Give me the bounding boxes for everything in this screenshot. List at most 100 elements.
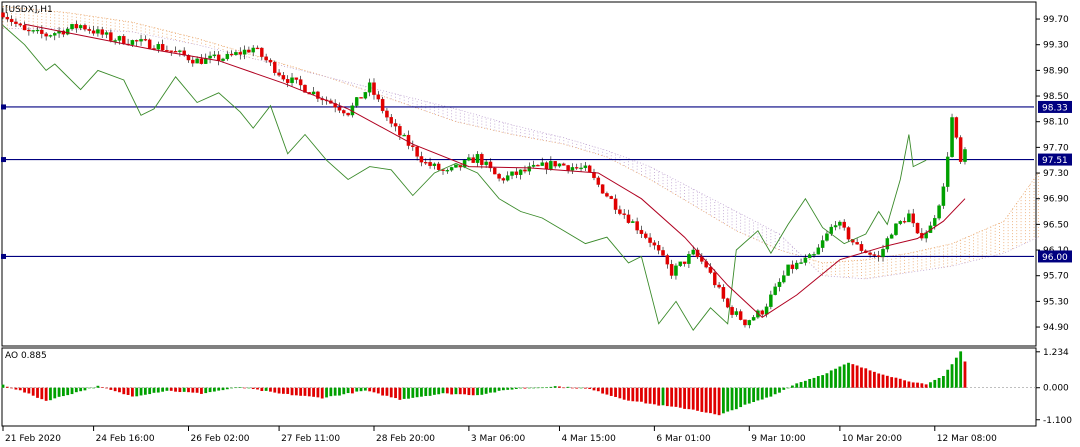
- ao-bar: [23, 387, 26, 393]
- candle-body: [622, 213, 626, 215]
- candle-body: [505, 175, 510, 181]
- ao-bar: [342, 387, 346, 395]
- candle-body: [122, 36, 126, 45]
- candle-body: [87, 29, 92, 31]
- ao-bar: [152, 387, 156, 393]
- ao-bar: [385, 387, 389, 396]
- ao-bar: [281, 387, 285, 394]
- ao-bar: [256, 387, 259, 390]
- candle-body: [367, 82, 372, 93]
- candle-body: [311, 91, 316, 95]
- candle-body: [419, 156, 424, 163]
- ao-bar: [346, 387, 350, 394]
- ao-bar: [566, 386, 570, 388]
- candle-body: [273, 61, 277, 73]
- candle-body: [527, 166, 532, 172]
- level-price-tag-label: 97.51: [1042, 156, 1068, 166]
- candle-body: [734, 311, 739, 315]
- ao-bar: [657, 387, 661, 406]
- ao-bar: [432, 387, 436, 395]
- candle-body: [281, 75, 286, 80]
- candle-body: [117, 36, 122, 41]
- candle-body: [44, 33, 48, 37]
- ao-bar: [441, 387, 445, 394]
- candle-body: [195, 58, 199, 64]
- candle-body: [898, 221, 903, 224]
- ao-tick-label: -1.100: [1043, 416, 1072, 426]
- candle-body: [510, 171, 514, 176]
- candle-body: [574, 167, 579, 169]
- ao-bar: [307, 387, 311, 397]
- ao-tick-label: 1.234: [1043, 348, 1069, 358]
- candle-body: [583, 165, 588, 169]
- ao-bar: [66, 387, 70, 396]
- candle-body: [290, 77, 294, 84]
- ao-bar: [903, 380, 906, 388]
- ao-bar: [463, 387, 466, 395]
- ao-bar: [299, 387, 303, 396]
- candle-body: [18, 23, 23, 26]
- candle-body: [846, 227, 851, 240]
- candle-body: [251, 47, 255, 53]
- ao-bar: [148, 387, 152, 395]
- price-tick-label: 98.50: [1043, 92, 1069, 102]
- time-tick-label: 4 Mar 15:00: [561, 434, 616, 444]
- ao-bar: [394, 387, 397, 399]
- ao-bar: [5, 386, 9, 388]
- ao-bar: [885, 375, 889, 388]
- candle-body: [618, 209, 622, 214]
- ao-bar: [143, 387, 147, 395]
- ao-bar: [135, 387, 139, 397]
- candle-body: [139, 39, 143, 42]
- candle-body: [544, 162, 549, 170]
- candle-body: [531, 164, 536, 167]
- ao-bar: [273, 387, 277, 393]
- ao-bar: [316, 387, 320, 398]
- candle-body: [1, 12, 5, 18]
- ao-bar: [368, 387, 372, 392]
- candle-body: [738, 311, 743, 320]
- ao-bar: [808, 378, 812, 388]
- candle-body: [743, 319, 747, 326]
- ao-bar: [389, 387, 393, 398]
- ao-bar: [881, 374, 885, 388]
- ao-bar: [165, 387, 169, 391]
- candle-body: [467, 157, 471, 161]
- candle-body: [549, 161, 553, 170]
- ao-bar: [696, 387, 699, 411]
- ao-bar: [614, 387, 617, 397]
- candle-body: [294, 77, 299, 80]
- ao-bar: [36, 387, 39, 398]
- candle-body: [562, 163, 566, 166]
- candle-body: [661, 250, 665, 256]
- ao-bar: [726, 387, 730, 412]
- ao-bar: [376, 387, 380, 394]
- ao-bar: [40, 387, 44, 400]
- candle-body: [713, 272, 717, 286]
- price-tick-label: 98.90: [1043, 66, 1069, 76]
- ao-bar: [855, 365, 859, 388]
- candle-body: [449, 167, 454, 171]
- ao-bar: [769, 387, 773, 397]
- ao-bar: [92, 387, 95, 389]
- ao-bar: [312, 387, 315, 397]
- candle-body: [208, 55, 212, 59]
- ao-bar: [18, 387, 22, 391]
- ao-bar: [333, 387, 337, 396]
- ao-bar: [687, 387, 691, 410]
- ao-bar: [109, 387, 113, 390]
- candle-body: [130, 40, 135, 45]
- ao-bar: [799, 382, 803, 388]
- candle-body: [234, 52, 238, 55]
- candle-body: [445, 169, 450, 172]
- candle-body: [540, 162, 544, 166]
- ao-bar: [683, 387, 686, 409]
- ao-bar: [506, 387, 510, 390]
- ao-bar: [929, 382, 932, 388]
- candle-body: [682, 261, 687, 264]
- ao-bar: [351, 387, 354, 394]
- candle-body: [635, 221, 639, 231]
- ao-bar: [691, 387, 695, 410]
- candle-body: [91, 30, 96, 34]
- ao-bar: [398, 387, 402, 400]
